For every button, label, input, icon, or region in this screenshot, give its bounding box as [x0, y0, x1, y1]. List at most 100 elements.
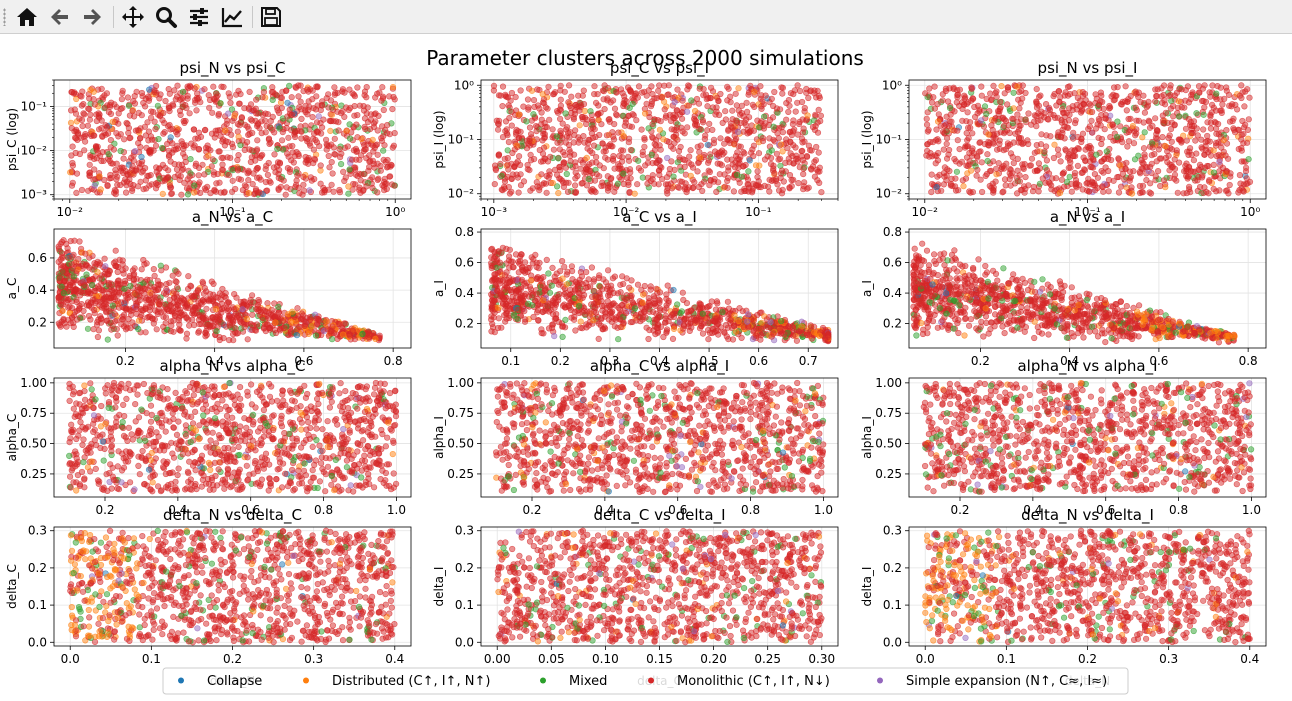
data-point [195, 329, 202, 336]
data-point [1079, 92, 1087, 99]
zoom-button[interactable] [152, 3, 180, 31]
data-point [1131, 156, 1139, 163]
data-point [497, 160, 504, 167]
data-point [679, 97, 686, 104]
data-point [591, 83, 598, 90]
data-point [505, 166, 512, 173]
data-point [138, 266, 145, 273]
data-point [724, 174, 732, 181]
data-point [179, 88, 187, 95]
data-point [155, 281, 162, 288]
data-point [145, 137, 152, 144]
data-point [110, 290, 117, 297]
data-point [167, 158, 174, 165]
data-point [340, 168, 347, 175]
data-point [245, 131, 252, 138]
data-point [609, 97, 617, 104]
data-point [783, 116, 790, 123]
data-point [195, 145, 202, 153]
data-point [1002, 117, 1010, 125]
data-point [179, 295, 186, 302]
data-point [1200, 126, 1207, 133]
save-button[interactable] [257, 3, 285, 31]
data-point [1009, 115, 1016, 122]
data-point [1196, 167, 1203, 174]
data-point [179, 167, 186, 174]
data-point [191, 189, 198, 196]
data-point [178, 191, 185, 198]
data-point [83, 302, 90, 309]
data-point [67, 107, 75, 114]
data-point [126, 306, 133, 313]
data-point [196, 164, 203, 171]
data-point [564, 188, 572, 195]
data-point [106, 103, 114, 110]
data-point [778, 124, 785, 131]
data-point [160, 323, 167, 330]
data-point [222, 290, 229, 297]
data-point [613, 112, 621, 119]
data-point [946, 85, 953, 92]
data-point [984, 151, 991, 158]
pan-button[interactable] [119, 3, 147, 31]
data-point [114, 332, 121, 339]
data-point [649, 160, 656, 167]
home-button[interactable] [13, 3, 41, 31]
back-button[interactable] [46, 3, 74, 31]
data-point [786, 102, 793, 109]
data-point [253, 110, 260, 117]
data-point [1009, 153, 1016, 161]
data-point [1055, 88, 1062, 95]
edit-axes-button[interactable] [218, 3, 246, 31]
data-point [1063, 109, 1070, 117]
data-point [314, 83, 321, 90]
data-point [345, 190, 352, 197]
data-point [954, 94, 961, 101]
data-point [79, 122, 86, 130]
data-point [641, 143, 648, 150]
data-point [142, 305, 149, 312]
data-point [1113, 133, 1121, 140]
data-point [74, 136, 81, 143]
data-point [172, 278, 179, 285]
data-point [685, 102, 692, 109]
data-point [269, 96, 276, 104]
data-point [286, 166, 294, 173]
data-point [520, 103, 527, 110]
data-point [1031, 168, 1038, 175]
data-point [1167, 91, 1174, 99]
data-point [164, 140, 171, 147]
data-point [1135, 93, 1142, 101]
data-point [745, 91, 752, 98]
data-point [208, 163, 215, 170]
data-point [988, 184, 995, 191]
configure-subplots-button[interactable] [185, 3, 213, 31]
data-point [67, 169, 74, 176]
data-point [101, 104, 109, 111]
data-point [233, 294, 240, 301]
data-point [259, 315, 266, 322]
data-point [584, 140, 592, 147]
data-point [294, 172, 301, 179]
data-point [361, 171, 368, 178]
data-point [142, 103, 149, 110]
data-point [235, 175, 242, 182]
data-point [94, 333, 101, 341]
data-point [151, 272, 158, 279]
data-point [90, 306, 98, 314]
data-point [389, 105, 396, 113]
data-point [118, 96, 125, 103]
data-point [215, 148, 222, 155]
data-point [114, 181, 121, 188]
data-point [218, 154, 225, 161]
data-point [195, 316, 203, 324]
data-point [508, 188, 515, 195]
data-point [1050, 154, 1057, 162]
forward-button[interactable] [78, 3, 106, 31]
data-point [205, 92, 212, 99]
toolbar-grip [3, 8, 6, 26]
data-point [154, 294, 161, 301]
data-point [1213, 90, 1220, 97]
data-point [1016, 89, 1023, 96]
data-point [638, 126, 645, 133]
